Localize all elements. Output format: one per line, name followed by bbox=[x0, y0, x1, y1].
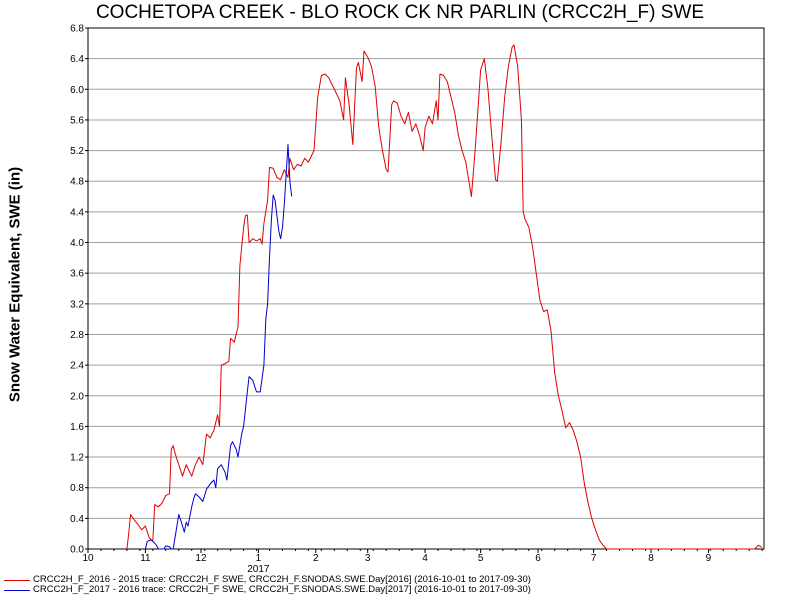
y-tick-label: 0.8 bbox=[70, 483, 84, 494]
x-tick-label: 12 bbox=[195, 553, 207, 564]
y-tick-label: 2.8 bbox=[70, 330, 84, 341]
x-year-label: 2017 bbox=[247, 564, 270, 575]
y-tick-label: 3.2 bbox=[70, 299, 84, 310]
x-tick-label: 7 bbox=[591, 553, 597, 564]
legend-swatch-2017 bbox=[4, 589, 30, 591]
y-tick-label: 2.0 bbox=[70, 391, 84, 402]
legend-label-2016: CRCC2H_F_2016 - 2015 trace: CRCC2H_F SWE… bbox=[33, 574, 531, 585]
chart-title: COCHETOPA CREEK - BLO ROCK CK NR PARLIN … bbox=[95, 2, 705, 23]
y-tick-label: 0.4 bbox=[70, 514, 84, 525]
series-line-2016 bbox=[126, 44, 763, 550]
y-tick-label: 6.4 bbox=[70, 54, 84, 65]
legend-item-2017: CRCC2H_F_2017 - 2016 trace: CRCC2H_F SWE… bbox=[4, 585, 531, 595]
x-tick-label: 10 bbox=[82, 553, 94, 564]
y-tick-label: 1.2 bbox=[70, 453, 84, 464]
grid-lines bbox=[88, 27, 764, 550]
x-tick-label: 5 bbox=[478, 553, 484, 564]
y-tick-label: 6.0 bbox=[70, 85, 84, 96]
x-tick-label: 2 bbox=[313, 553, 319, 564]
x-tick-label: 8 bbox=[648, 553, 654, 564]
legend: CRCC2H_F_2016 - 2015 trace: CRCC2H_F SWE… bbox=[4, 575, 531, 595]
series-lines bbox=[126, 44, 763, 550]
y-tick-label: 5.2 bbox=[70, 146, 84, 157]
x-tick-label: 4 bbox=[422, 553, 428, 564]
y-tick-label: 3.6 bbox=[70, 269, 84, 280]
y-tick-label: 5.6 bbox=[70, 115, 84, 126]
y-tick-label: 0.0 bbox=[70, 545, 84, 556]
y-tick-label: 1.6 bbox=[70, 422, 84, 433]
legend-label-2017: CRCC2H_F_2017 - 2016 trace: CRCC2H_F SWE… bbox=[33, 584, 531, 595]
y-tick-label: 4.8 bbox=[70, 177, 84, 188]
axes: 0.0 0.4 0.8 1.2 1.6 2.0 2.4 2.8 3.2 3.6 4.0 4.4 4.8 5… bbox=[70, 24, 765, 575]
x-tick-label: 9 bbox=[706, 553, 712, 564]
plot-frame bbox=[87, 27, 765, 550]
y-tick-label: 4.0 bbox=[70, 238, 84, 249]
series-line-2017 bbox=[144, 144, 293, 550]
x-tick-label: 3 bbox=[365, 553, 371, 564]
legend-swatch-2016 bbox=[4, 579, 30, 581]
legend-item-2016: CRCC2H_F_2016 - 2015 trace: CRCC2H_F SWE… bbox=[4, 575, 531, 585]
y-tick-label: 2.4 bbox=[70, 361, 84, 372]
y-tick-label: 6.8 bbox=[70, 24, 84, 35]
y-tick-label: 4.4 bbox=[70, 207, 84, 218]
x-tick-label: 6 bbox=[535, 553, 541, 564]
x-tick-label: 11 bbox=[140, 553, 151, 564]
x-tick-label: 1 bbox=[256, 553, 262, 564]
